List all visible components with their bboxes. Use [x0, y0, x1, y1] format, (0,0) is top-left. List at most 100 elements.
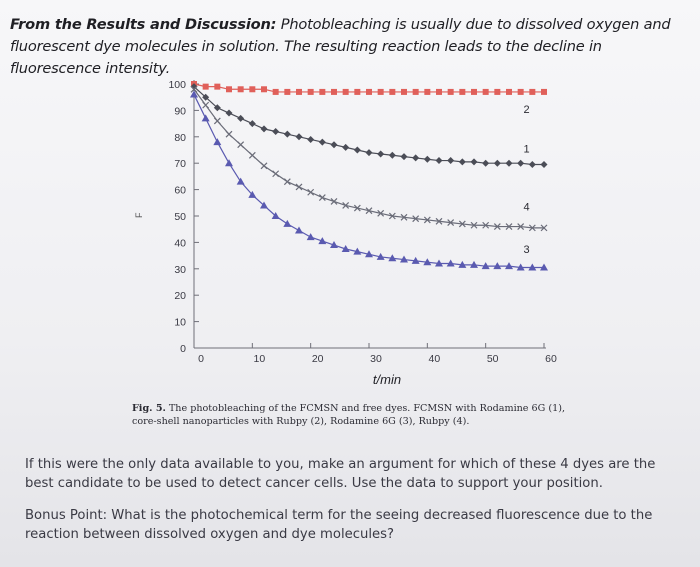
- x-tick-label: 10: [253, 353, 265, 365]
- data-point: [528, 161, 536, 169]
- data-point: [517, 88, 524, 95]
- data-point: [447, 219, 455, 227]
- data-point: [202, 83, 209, 90]
- data-point: [540, 161, 548, 169]
- y-tick-label: 90: [174, 105, 186, 117]
- data-point: [424, 88, 431, 95]
- y-tick-label: 80: [174, 132, 186, 144]
- data-point: [330, 241, 338, 249]
- data-point: [400, 255, 408, 263]
- data-point: [295, 183, 303, 191]
- data-point: [471, 88, 477, 95]
- y-tick-label: 20: [174, 290, 186, 302]
- data-point: [377, 209, 385, 217]
- y-tick-label: 50: [174, 211, 186, 223]
- data-point: [505, 159, 513, 167]
- data-point: [249, 86, 256, 93]
- data-point: [283, 178, 291, 186]
- data-point: [400, 213, 408, 221]
- data-point: [342, 143, 350, 151]
- data-point: [505, 262, 513, 270]
- data-point: [319, 88, 326, 95]
- data-point: [540, 263, 548, 271]
- data-point: [201, 114, 210, 122]
- photobleaching-chart: 0 10 20 30 40 50 60 70 80 90 100 0 10 20 30 40 50 60 t/min…: [130, 72, 570, 392]
- x-tick-label: 60: [545, 353, 557, 365]
- data-point: [470, 221, 478, 229]
- data-point: [540, 224, 548, 232]
- data-point: [248, 151, 256, 159]
- caption-lead: Fig. 5.: [132, 403, 166, 414]
- data-point: [482, 88, 489, 95]
- data-point: [412, 154, 420, 162]
- data-point: [190, 83, 198, 91]
- data-point: [248, 190, 257, 198]
- data-point: [225, 130, 233, 138]
- data-point: [377, 88, 384, 95]
- data-point: [423, 216, 431, 224]
- data-point: [260, 201, 268, 209]
- data-point: [318, 237, 327, 245]
- data-point: [517, 159, 525, 167]
- data-point: [481, 262, 490, 270]
- data-point: [213, 138, 222, 146]
- chart-svg: 0 10 20 30 40 50 60 70 80 90 100 0 10 20 30 40 50 60 t/min…: [134, 79, 557, 387]
- data-point: [365, 207, 373, 215]
- data-point: [411, 256, 420, 264]
- data-point: [528, 263, 537, 271]
- intro-text: Photobleaching is usually due to dissolv…: [10, 16, 671, 77]
- data-point: [226, 86, 232, 93]
- data-point: [494, 88, 501, 95]
- data-point: [283, 130, 291, 138]
- data-point: [389, 88, 396, 95]
- data-point: [388, 151, 396, 159]
- y-tick-label: 70: [174, 158, 186, 170]
- data-point: [237, 114, 245, 122]
- x-tick-label: 40: [428, 353, 440, 365]
- data-point: [260, 125, 268, 133]
- series-annotation: 2: [523, 104, 529, 116]
- data-point: [447, 157, 455, 165]
- data-point: [528, 224, 536, 232]
- data-point: [213, 104, 221, 112]
- y-tick-label: 60: [174, 185, 186, 197]
- data-point: [447, 88, 454, 95]
- data-point: [388, 254, 397, 262]
- data-point: [458, 220, 466, 228]
- data-point: [354, 88, 361, 95]
- data-point: [237, 86, 244, 93]
- data-point: [505, 223, 513, 230]
- data-point: [412, 88, 419, 95]
- data-point: [506, 88, 512, 95]
- data-point: [401, 88, 407, 95]
- data-point: [237, 141, 245, 149]
- data-point: [248, 120, 256, 128]
- data-point: [493, 223, 501, 230]
- data-point: [225, 109, 233, 117]
- data-point: [459, 88, 466, 95]
- data-point: [342, 202, 350, 209]
- data-point: [307, 188, 315, 196]
- data-point: [342, 88, 349, 95]
- data-point: [271, 212, 280, 219]
- data-point: [482, 159, 490, 167]
- y-tick-label: 0: [180, 343, 186, 355]
- y-axis-marker: F: [134, 212, 144, 218]
- bonus-question-text: Bonus Point: What is the photochemical t…: [25, 508, 653, 542]
- data-point: [517, 223, 525, 230]
- data-point: [306, 233, 315, 241]
- data-point: [341, 245, 350, 252]
- data-point: [190, 90, 198, 98]
- data-point: [353, 146, 361, 154]
- series-line-4: [193, 88, 544, 229]
- y-tick-label: 10: [174, 317, 186, 329]
- data-point: [435, 259, 443, 267]
- data-point: [365, 149, 373, 157]
- data-point: [400, 153, 408, 161]
- data-point: [260, 162, 268, 170]
- x-tick-label: 20: [312, 353, 324, 365]
- data-point: [446, 259, 455, 267]
- data-point: [331, 88, 337, 95]
- data-point: [493, 159, 501, 167]
